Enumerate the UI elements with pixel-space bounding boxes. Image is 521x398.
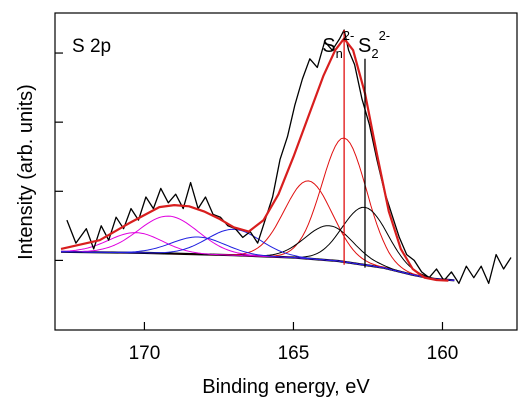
plot-frame (54, 12, 518, 331)
component-line-8 (61, 236, 455, 281)
annotation-1: S22- (358, 28, 390, 61)
raw-line-9 (66, 29, 512, 285)
x-tick-labels: 170 165 160 (129, 343, 459, 364)
peak-annotations: Sn2- S22- (322, 28, 390, 61)
x-tick-label-2: 160 (427, 343, 459, 364)
annotation-0: Sn2- (322, 28, 354, 61)
y-axis-label: Intensity (arb. units) (15, 84, 37, 260)
x-axis-label: Binding energy, eV (202, 376, 370, 398)
panel-label: S 2p (72, 36, 111, 57)
axis-ticks (55, 52, 444, 330)
series-layer (60, 29, 512, 285)
envelope-line-10 (60, 37, 449, 282)
x-tick-label-1: 165 (278, 343, 310, 364)
x-tick-label-0: 170 (129, 343, 161, 364)
